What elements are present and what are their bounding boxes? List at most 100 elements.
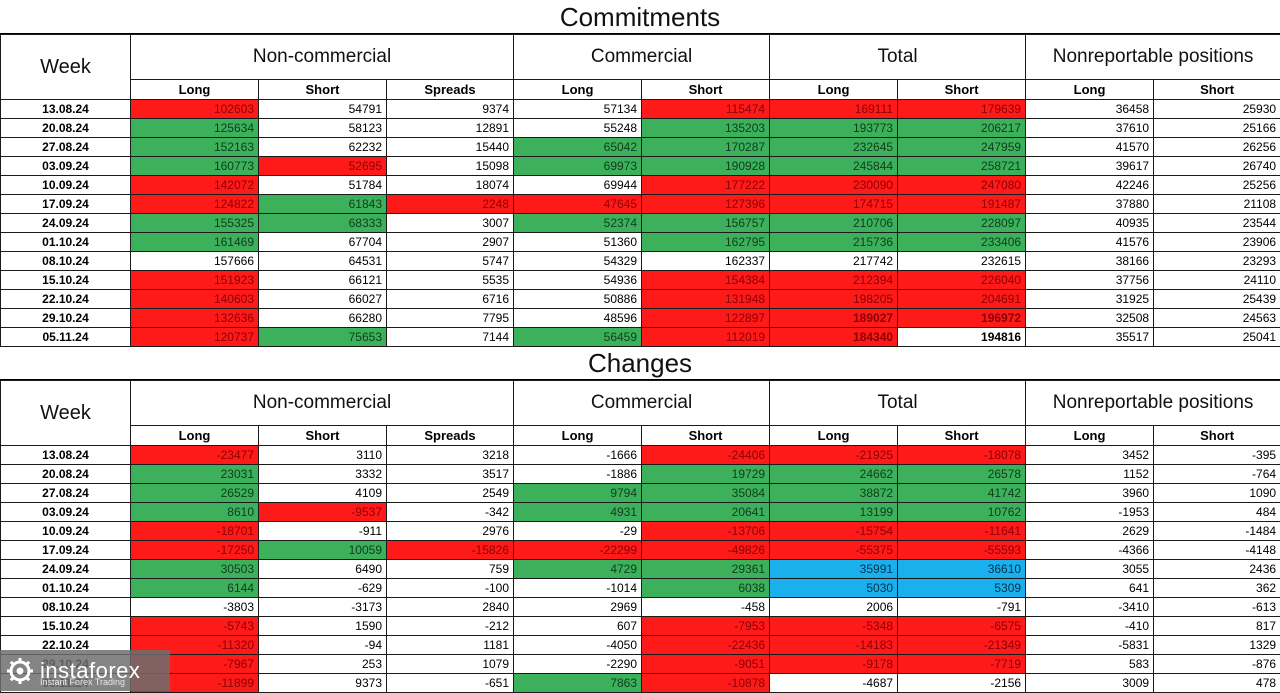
value-cell: 247080 xyxy=(898,176,1026,195)
value-cell: 1329 xyxy=(1154,636,1280,655)
value-cell: 120737 xyxy=(131,328,259,347)
value-cell: 67704 xyxy=(259,233,387,252)
value-cell: 2629 xyxy=(1026,522,1154,541)
changes-title: Changes xyxy=(0,346,1280,380)
value-cell: 155325 xyxy=(131,214,259,233)
week-cell: 08.10.24 xyxy=(1,252,131,271)
value-cell: -1484 xyxy=(1154,522,1280,541)
value-cell: 1090 xyxy=(1154,484,1280,503)
value-cell: 170287 xyxy=(642,138,770,157)
value-cell: 177222 xyxy=(642,176,770,195)
value-cell: 131948 xyxy=(642,290,770,309)
subheader: Long xyxy=(131,80,259,100)
week-cell: 24.09.24 xyxy=(1,560,131,579)
subheader: Short xyxy=(1154,80,1280,100)
commitments-section: Commitments Week Non-commercial Commerci… xyxy=(0,0,1280,346)
value-cell: 5309 xyxy=(898,579,1026,598)
value-cell: 19729 xyxy=(642,465,770,484)
value-cell: -15754 xyxy=(770,522,898,541)
value-cell: 484 xyxy=(1154,503,1280,522)
value-cell: 26740 xyxy=(1154,157,1280,176)
week-cell: 08.10.24 xyxy=(1,598,131,617)
table-row: 29.10.24-79672531079-2290-9051-9178-7719… xyxy=(1,655,1280,674)
value-cell: 38872 xyxy=(770,484,898,503)
value-cell: 15098 xyxy=(387,157,514,176)
value-cell: 193773 xyxy=(770,119,898,138)
value-cell: -23477 xyxy=(131,446,259,465)
value-cell: 190928 xyxy=(642,157,770,176)
value-cell: 23544 xyxy=(1154,214,1280,233)
week-cell: 01.10.24 xyxy=(1,579,131,598)
value-cell: 156757 xyxy=(642,214,770,233)
value-cell: 6490 xyxy=(259,560,387,579)
value-cell: 31925 xyxy=(1026,290,1154,309)
value-cell: 135203 xyxy=(642,119,770,138)
value-cell: -14183 xyxy=(770,636,898,655)
value-cell: 247959 xyxy=(898,138,1026,157)
value-cell: 6038 xyxy=(642,579,770,598)
value-cell: 55248 xyxy=(514,119,642,138)
value-cell: 232615 xyxy=(898,252,1026,271)
value-cell: 48596 xyxy=(514,309,642,328)
value-cell: -24406 xyxy=(642,446,770,465)
value-cell: -651 xyxy=(387,674,514,693)
value-cell: 25930 xyxy=(1154,100,1280,119)
value-cell: 174715 xyxy=(770,195,898,214)
value-cell: 3055 xyxy=(1026,560,1154,579)
value-cell: -342 xyxy=(387,503,514,522)
value-cell: 641 xyxy=(1026,579,1154,598)
value-cell: 56459 xyxy=(514,328,642,347)
subheader: Short xyxy=(259,426,387,446)
value-cell: 42246 xyxy=(1026,176,1154,195)
value-cell: 228097 xyxy=(898,214,1026,233)
value-cell: 39617 xyxy=(1026,157,1154,176)
value-cell: 583 xyxy=(1026,655,1154,674)
value-cell: -3803 xyxy=(131,598,259,617)
value-cell: -55593 xyxy=(898,541,1026,560)
value-cell: 179639 xyxy=(898,100,1026,119)
value-cell: 206217 xyxy=(898,119,1026,138)
value-cell: 154384 xyxy=(642,271,770,290)
value-cell: 6144 xyxy=(131,579,259,598)
value-cell: 18074 xyxy=(387,176,514,195)
group-header-nonreportable: Nonreportable positions xyxy=(1026,35,1280,80)
value-cell: 191487 xyxy=(898,195,1026,214)
week-cell: 20.08.24 xyxy=(1,465,131,484)
value-cell: 157666 xyxy=(131,252,259,271)
value-cell: -22436 xyxy=(642,636,770,655)
gear-logo-icon xyxy=(6,657,34,685)
value-cell: -55375 xyxy=(770,541,898,560)
value-cell: -49826 xyxy=(642,541,770,560)
value-cell: -22299 xyxy=(514,541,642,560)
subheader: Spreads xyxy=(387,426,514,446)
value-cell: 41742 xyxy=(898,484,1026,503)
value-cell: 13199 xyxy=(770,503,898,522)
group-header-total: Total xyxy=(770,35,1026,80)
value-cell: 198205 xyxy=(770,290,898,309)
value-cell: 232645 xyxy=(770,138,898,157)
value-cell: 226040 xyxy=(898,271,1026,290)
value-cell: 32508 xyxy=(1026,309,1154,328)
week-cell: 17.09.24 xyxy=(1,195,131,214)
value-cell: 25439 xyxy=(1154,290,1280,309)
value-cell: 125634 xyxy=(131,119,259,138)
value-cell: -2156 xyxy=(898,674,1026,693)
value-cell: 54936 xyxy=(514,271,642,290)
value-cell: -5348 xyxy=(770,617,898,636)
value-cell: 9374 xyxy=(387,100,514,119)
week-cell: 05.11.24 xyxy=(1,328,131,347)
value-cell: 1590 xyxy=(259,617,387,636)
value-cell: 29361 xyxy=(642,560,770,579)
value-cell: 75653 xyxy=(259,328,387,347)
value-cell: 1181 xyxy=(387,636,514,655)
value-cell: -876 xyxy=(1154,655,1280,674)
week-cell: 03.09.24 xyxy=(1,503,131,522)
value-cell: 65042 xyxy=(514,138,642,157)
value-cell: 2969 xyxy=(514,598,642,617)
value-cell: 50886 xyxy=(514,290,642,309)
value-cell: 40935 xyxy=(1026,214,1154,233)
